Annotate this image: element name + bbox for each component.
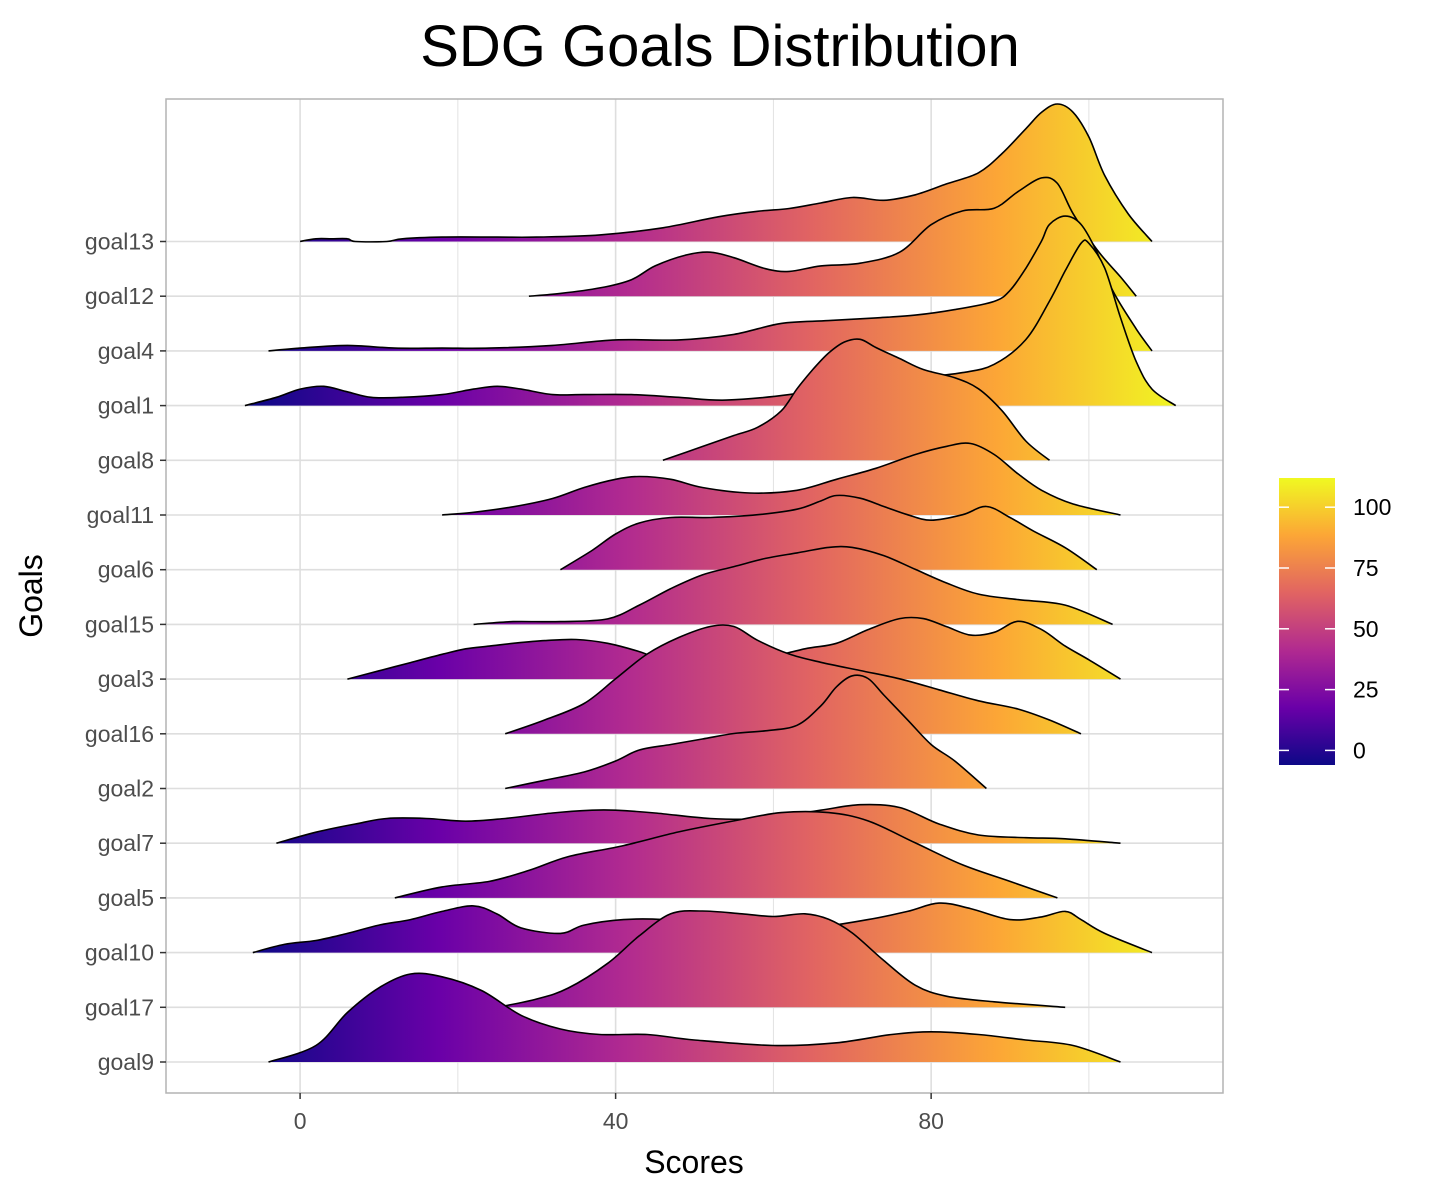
x-tick-label: 0 bbox=[294, 1108, 307, 1134]
ridge-fill bbox=[497, 910, 1066, 1008]
ridge-outline bbox=[276, 803, 1121, 844]
x-axis-ticks: 0 40 80 bbox=[294, 1093, 944, 1134]
ridge-fill bbox=[560, 495, 1097, 570]
ridge-goal1 bbox=[244, 239, 1177, 407]
ridge-goal9 bbox=[268, 972, 1121, 1063]
ridge-goal15 bbox=[473, 545, 1113, 626]
ridges bbox=[244, 103, 1177, 1063]
y-tick-label: goal15 bbox=[85, 611, 154, 637]
colorbar-label: 0 bbox=[1353, 737, 1366, 763]
ridge-goal6 bbox=[559, 494, 1098, 571]
y-tick-label: goal8 bbox=[98, 447, 154, 473]
y-axis-ticks: goal9 goal17 goal10 goal5 goal7 goal2 goal16 go… bbox=[85, 229, 166, 1075]
ridge-fill bbox=[505, 675, 987, 789]
y-tick-label: goal3 bbox=[98, 666, 154, 692]
ridge-outline bbox=[505, 674, 987, 790]
colorbar-legend: 0 25 50 75 100 bbox=[1279, 478, 1391, 765]
colorbar-label: 75 bbox=[1353, 555, 1379, 581]
ridge-fill bbox=[244, 240, 1176, 406]
colorbar bbox=[1279, 478, 1335, 765]
ridge-goal11 bbox=[442, 442, 1121, 516]
ridge-fill bbox=[347, 617, 1121, 680]
ridge-goal5 bbox=[394, 810, 1058, 899]
ridge-fill bbox=[268, 973, 1121, 1062]
ridge-fill bbox=[662, 339, 1050, 461]
y-tick-label: goal11 bbox=[87, 502, 154, 528]
x-tick-label: 40 bbox=[603, 1108, 629, 1134]
ridge-fill bbox=[505, 624, 1081, 734]
y-tick-label: goal5 bbox=[98, 885, 154, 911]
ridge-outline bbox=[504, 624, 1082, 735]
y-tick-label: goal10 bbox=[85, 940, 154, 966]
ridge-goal13 bbox=[299, 103, 1153, 243]
ridge-goal2 bbox=[505, 674, 987, 790]
y-tick-label: goal4 bbox=[98, 338, 154, 364]
ridge-fill bbox=[268, 216, 1152, 351]
plot-border bbox=[165, 98, 1224, 1094]
ridge-outline bbox=[662, 338, 1050, 462]
y-tick-label: goal16 bbox=[85, 721, 154, 747]
ridge-fill bbox=[442, 443, 1121, 515]
colorbar-label: 100 bbox=[1353, 494, 1391, 520]
y-tick-label: goal13 bbox=[85, 229, 154, 255]
y-tick-label: goal1 bbox=[98, 393, 154, 419]
ridge-outline bbox=[528, 176, 1137, 297]
x-tick-label: 80 bbox=[918, 1108, 944, 1134]
ridge-fill bbox=[528, 177, 1137, 297]
y-axis-title: Goals bbox=[13, 554, 49, 638]
ridge-outline bbox=[559, 494, 1098, 571]
ridge-outline bbox=[268, 215, 1153, 352]
colorbar-label: 50 bbox=[1353, 616, 1379, 642]
y-tick-label: goal12 bbox=[85, 283, 154, 309]
ridge-outline bbox=[299, 103, 1153, 243]
ridge-outline bbox=[268, 972, 1121, 1063]
ridge-outline bbox=[244, 239, 1177, 407]
y-tick-label: goal2 bbox=[98, 776, 154, 802]
ridge-goal17 bbox=[497, 910, 1066, 1009]
y-tick-label: goal17 bbox=[85, 994, 154, 1020]
ridge-fill bbox=[300, 104, 1153, 242]
colorbar-label: 25 bbox=[1353, 677, 1379, 703]
x-axis-title: Scores bbox=[644, 1144, 744, 1180]
ridge-goal16 bbox=[504, 624, 1082, 735]
ridge-goal8 bbox=[662, 338, 1050, 462]
y-tick-label: goal6 bbox=[98, 557, 154, 583]
ridge-outline bbox=[442, 442, 1121, 516]
ridge-fill bbox=[394, 811, 1058, 898]
ridge-goal7 bbox=[276, 803, 1121, 844]
ridge-outline bbox=[473, 545, 1113, 626]
chart-title: SDG Goals Distribution bbox=[420, 14, 1020, 79]
ridge-outline bbox=[394, 810, 1058, 899]
y-tick-label: goal9 bbox=[98, 1049, 154, 1075]
ridge-goal4 bbox=[268, 215, 1153, 352]
ridge-fill bbox=[473, 546, 1113, 625]
ridge-goal12 bbox=[528, 176, 1137, 297]
y-tick-label: goal7 bbox=[98, 830, 154, 856]
ridge-outline bbox=[497, 910, 1066, 1009]
ridge-fill bbox=[276, 804, 1121, 844]
